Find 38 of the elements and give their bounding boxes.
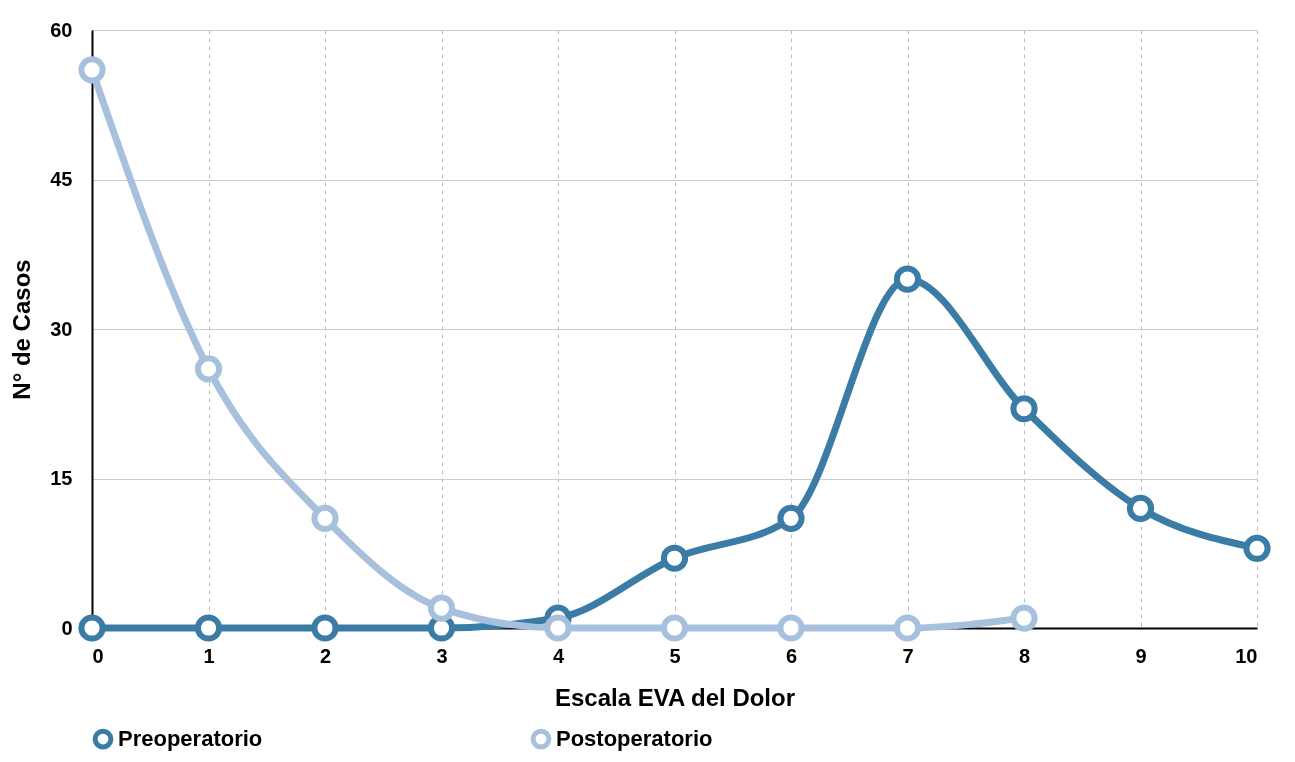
x-tick-label: 7 xyxy=(902,644,914,667)
point xyxy=(660,614,689,642)
point xyxy=(1010,604,1038,632)
point xyxy=(78,614,106,642)
point xyxy=(893,614,922,642)
x-tick-label: 3 xyxy=(436,644,448,667)
y-tick-label: 30 xyxy=(50,317,73,340)
point xyxy=(660,544,689,572)
y-tick-label: 60 xyxy=(50,18,73,41)
point xyxy=(544,614,572,642)
x-tick-label: 10 xyxy=(1235,644,1258,667)
point xyxy=(311,504,339,532)
y-axis-title: N° de Casos xyxy=(8,259,36,400)
x-axis-title: Escala EVA del Dolor xyxy=(554,683,796,711)
point xyxy=(777,614,805,642)
x-tick-label: 2 xyxy=(319,644,332,667)
y-tick-label: 45 xyxy=(50,168,73,190)
y-tick-label: 15 xyxy=(50,467,73,489)
x-tick-label: 1 xyxy=(203,644,215,667)
x-tick-label: 5 xyxy=(669,644,681,667)
y-tick-label: 0 xyxy=(61,616,73,639)
x-tick-label: 4 xyxy=(552,644,565,667)
legend-label: Postoperatorio xyxy=(556,726,713,752)
x-tick-label: 8 xyxy=(1018,644,1031,667)
point xyxy=(1243,534,1271,562)
point xyxy=(893,265,922,293)
point xyxy=(78,56,106,84)
point xyxy=(194,355,223,383)
point xyxy=(1126,494,1155,522)
point xyxy=(777,504,805,532)
point xyxy=(194,614,223,642)
point xyxy=(1010,395,1038,423)
x-tick-label: 6 xyxy=(785,644,798,667)
legend-label: Preoperatorio xyxy=(118,726,263,752)
point xyxy=(311,614,339,642)
point xyxy=(427,594,456,622)
x-tick-label: 0 xyxy=(92,644,104,667)
x-tick-label: 9 xyxy=(1135,644,1147,667)
